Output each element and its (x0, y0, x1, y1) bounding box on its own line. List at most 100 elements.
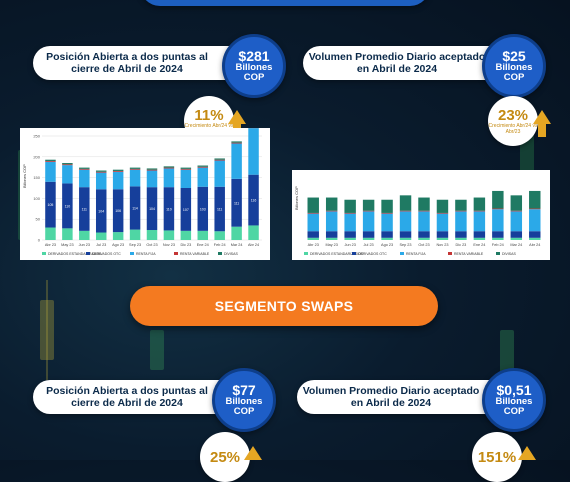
bar-segment (437, 231, 448, 238)
bar-segment (181, 231, 191, 240)
bar-segment (214, 161, 224, 187)
bar-segment (231, 143, 241, 144)
bar-segment (363, 238, 374, 240)
bar-value-label: 110 (65, 204, 71, 208)
legend-swatch (174, 252, 178, 255)
bar-value-label: 103 (200, 207, 206, 211)
bar-segment (418, 211, 429, 212)
growth-badge-swaps-open-position: 25% (200, 432, 250, 482)
amount-value: $25 (502, 49, 525, 63)
bar-segment (147, 168, 157, 169)
bar-segment (455, 211, 466, 212)
bar-segment (231, 143, 241, 178)
x-tick-label: Dic 23 (456, 243, 467, 247)
growth-percent: 25% (210, 450, 240, 465)
bar-segment (363, 231, 374, 238)
bar-segment (248, 225, 258, 240)
x-tick-label: Dic 23 (180, 243, 191, 247)
amount-currency: COP (504, 73, 525, 83)
segment-swaps-button[interactable]: SEGMENTO SWAPS (130, 286, 438, 326)
bar-segment (344, 214, 355, 232)
x-tick-label: Oct 23 (146, 243, 157, 247)
bar-segment (344, 213, 355, 214)
bar-segment (45, 228, 55, 240)
bar-segment (198, 167, 208, 168)
bar-segment (381, 214, 392, 232)
bar-segment (96, 172, 106, 173)
growth-percent: 23% (498, 108, 528, 123)
bar-segment (474, 211, 485, 231)
bar-segment (231, 227, 241, 240)
bar-segment (455, 200, 466, 211)
y-tick-label: 200 (33, 154, 40, 159)
bar-segment (455, 211, 466, 231)
x-tick-label: Nov 23 (436, 243, 448, 247)
bar-segment (529, 231, 540, 238)
x-tick-label: Abr 24 (248, 243, 259, 247)
bar-segment (198, 231, 208, 240)
bar-segment (529, 238, 540, 240)
x-tick-label: Jun 23 (344, 243, 355, 247)
bar-segment (308, 214, 319, 232)
bar-segment (400, 238, 411, 240)
bar-segment (511, 211, 522, 212)
bar-segment (455, 231, 466, 238)
x-tick-label: Feb 24 (492, 243, 504, 247)
bar-segment (147, 170, 157, 171)
amount-value: $281 (238, 49, 269, 63)
bar-value-label: 105 (48, 203, 54, 207)
up-arrow-icon (533, 110, 551, 124)
bar-value-label: 114 (132, 206, 138, 210)
header-bar (140, 0, 430, 6)
legend-label: RENTA FIJA (406, 252, 426, 256)
swaps-daily-volume-amount: $0,51 Billones COP (482, 368, 546, 432)
y-tick-label: 50 (36, 217, 41, 222)
bar-segment (214, 160, 224, 161)
legend-swatch (352, 252, 356, 255)
bar-segment (326, 238, 337, 240)
bar-value-label: 111 (217, 208, 222, 212)
x-tick-label: Sep 23 (400, 243, 412, 247)
bar-segment (474, 238, 485, 240)
bar-segment (400, 211, 411, 212)
bar-segment (96, 171, 106, 172)
bar-segment (492, 209, 503, 210)
bar-segment (474, 211, 485, 212)
bar-segment (181, 168, 191, 169)
bar-segment (113, 232, 123, 240)
bar-value-label: 111 (234, 201, 239, 205)
amount-currency: COP (504, 407, 525, 417)
legend-label: RENTA VARIABLE (180, 252, 210, 256)
bar-segment (79, 231, 89, 240)
bar-segment (326, 211, 337, 212)
y-tick-label: 250 (33, 134, 40, 139)
growth-caption: Crecimiento Abr/24 vs Abr/23 (488, 123, 538, 135)
bar-segment (529, 209, 540, 210)
bar-segment (344, 200, 355, 213)
bar-value-label: 111 (82, 208, 87, 212)
legend-swatch (448, 252, 452, 255)
bar-segment (511, 211, 522, 231)
legend-label: DIVISAS (224, 252, 238, 256)
bar-segment (79, 168, 89, 169)
up-arrow-icon (244, 446, 262, 460)
bar-segment (326, 231, 337, 238)
bar-segment (113, 170, 123, 171)
legend-label: DERIVADOS OTC (358, 252, 387, 256)
bar-segment (492, 231, 503, 238)
x-tick-label: May 23 (325, 243, 337, 247)
legend-label: DERIVADOS OTC (92, 252, 121, 256)
bar-segment (113, 171, 123, 172)
legend-label: DIVISAS (502, 252, 516, 256)
up-arrow-icon (228, 110, 246, 124)
legend-swatch (130, 252, 134, 255)
bar-segment (96, 173, 106, 190)
growth-percent: 11% (194, 108, 223, 123)
bar-segment (437, 214, 448, 232)
bar-segment (363, 211, 374, 212)
bar-segment (231, 141, 241, 142)
bar-segment (400, 195, 411, 210)
bar-segment (147, 171, 157, 188)
bar-segment (79, 169, 89, 170)
bar-segment (474, 198, 485, 211)
